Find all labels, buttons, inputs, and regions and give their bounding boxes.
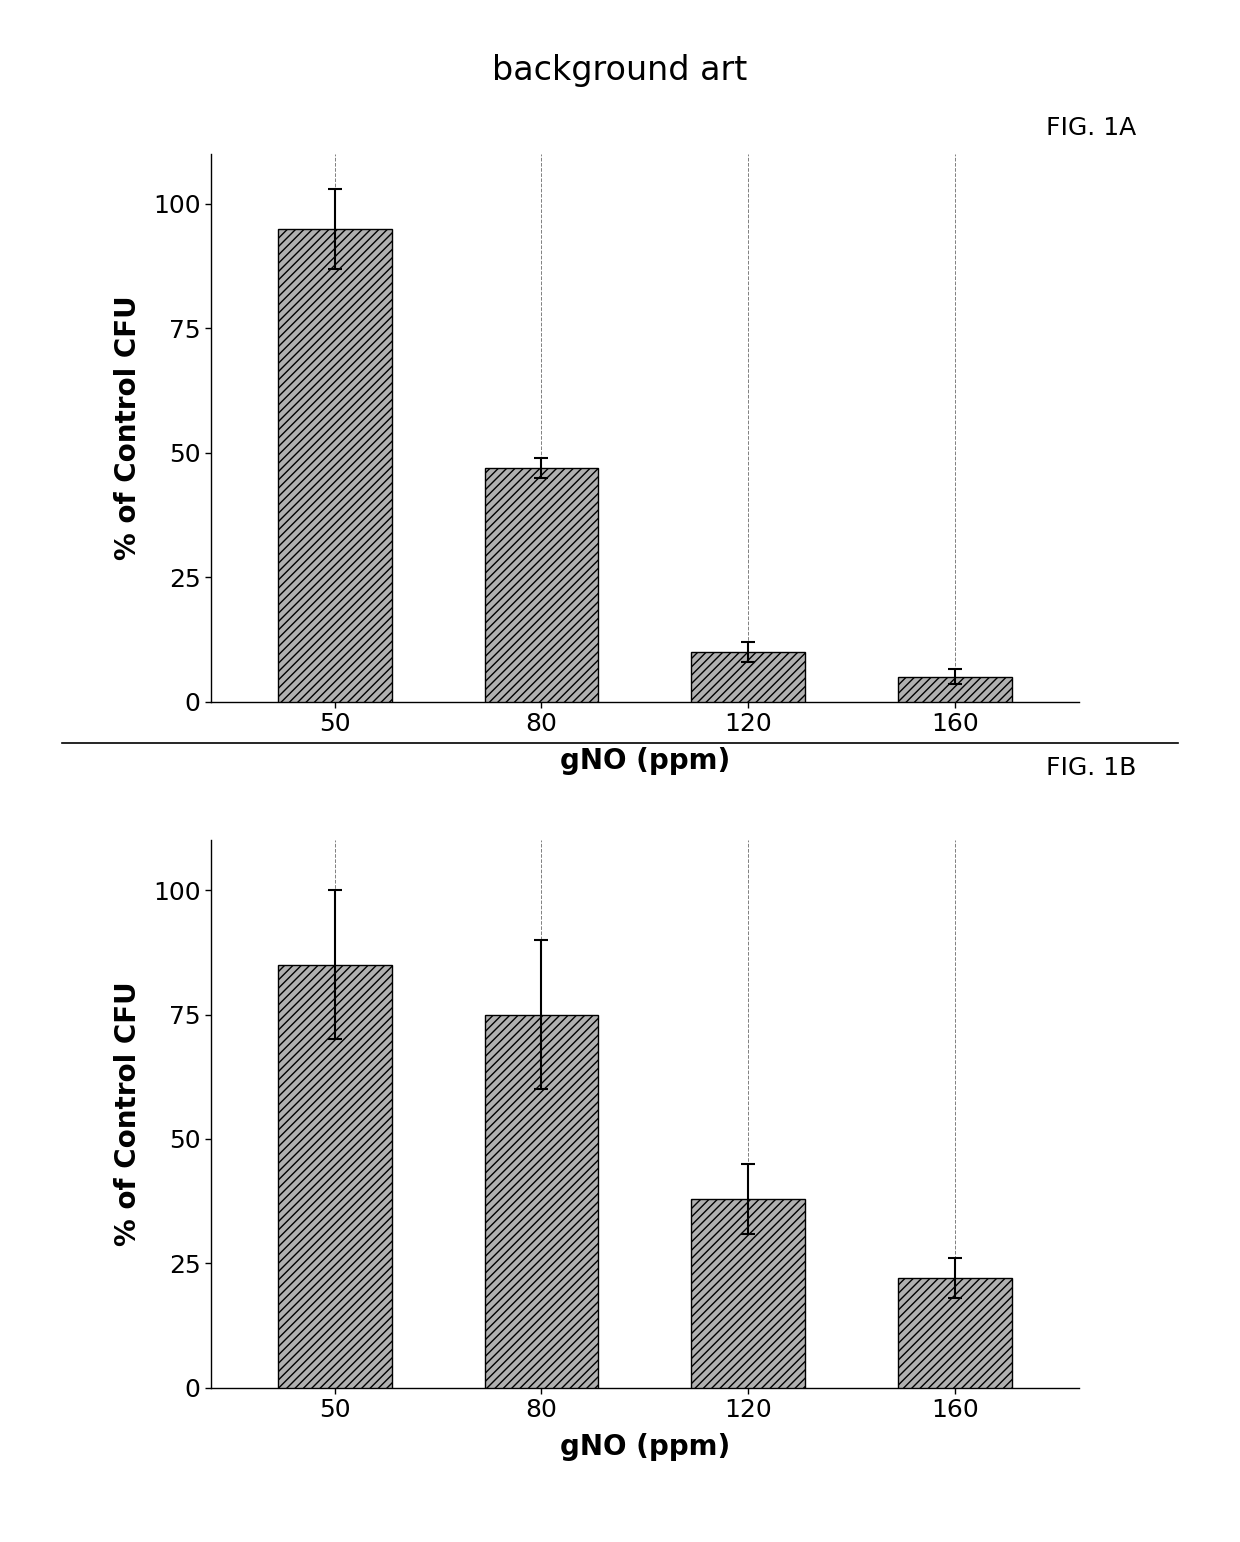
Y-axis label: % of Control CFU: % of Control CFU xyxy=(114,982,141,1246)
Text: FIG. 1B: FIG. 1B xyxy=(1047,756,1136,780)
X-axis label: gNO (ppm): gNO (ppm) xyxy=(559,748,730,776)
Bar xyxy=(278,228,392,702)
X-axis label: gNO (ppm): gNO (ppm) xyxy=(559,1434,730,1462)
Bar xyxy=(898,1278,1012,1388)
Bar xyxy=(485,1015,598,1388)
Text: FIG. 1A: FIG. 1A xyxy=(1047,116,1136,140)
Bar xyxy=(278,965,392,1388)
Bar xyxy=(692,652,805,702)
Y-axis label: % of Control CFU: % of Control CFU xyxy=(114,296,141,560)
Text: background art: background art xyxy=(492,54,748,86)
Bar xyxy=(898,677,1012,702)
Bar xyxy=(485,467,598,702)
Bar xyxy=(692,1198,805,1388)
